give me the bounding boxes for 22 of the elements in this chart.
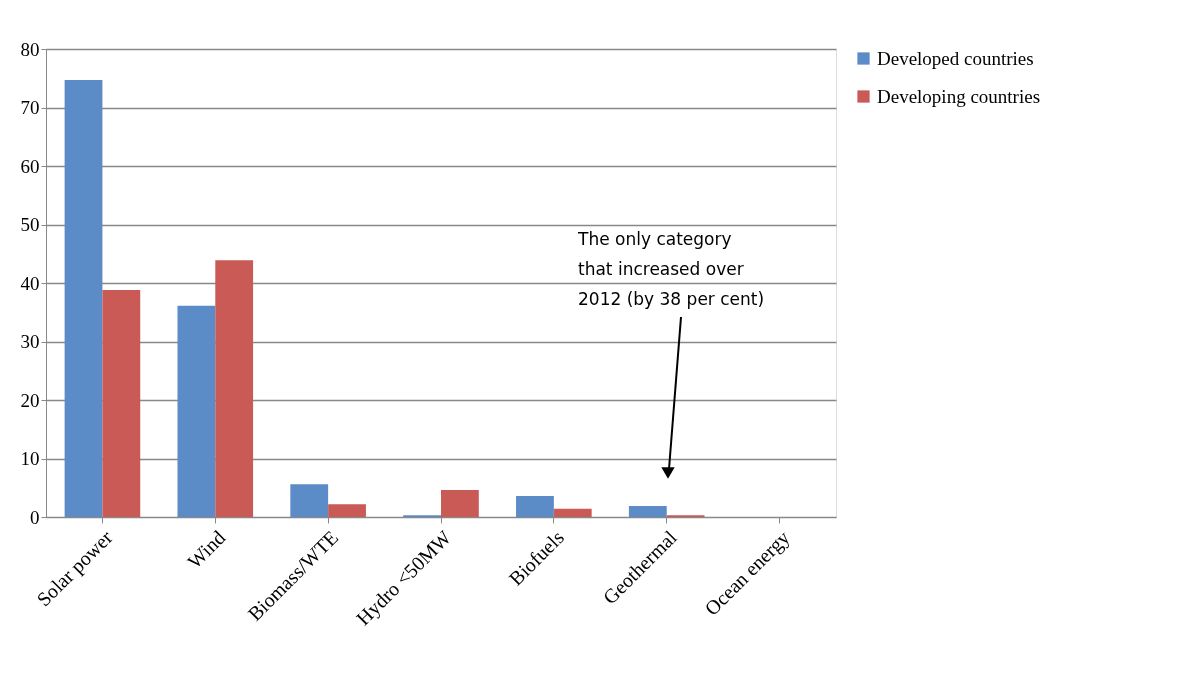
bar [102,290,141,517]
legend-label: Developing countries [877,85,1041,107]
y-tick-label: 10 [20,448,40,469]
legend-label: Developed countries [877,47,1034,69]
bar [628,505,667,517]
bar [215,260,254,517]
bar [441,490,479,517]
y-tick-label: 0 [30,506,40,528]
y-tick-label: 60 [20,155,40,177]
y-tick-label: 20 [20,389,40,411]
y-tick-label: 50 [20,214,40,235]
annotation: The only category that increased over 2012 (by 38 per cent) [577,229,765,309]
bar [177,305,216,517]
bar [553,508,592,517]
y-tick-label: 80 [20,38,40,60]
y-tick-label: 40 [20,272,40,294]
bar [328,504,366,517]
y-tick-label: 70 [20,97,40,118]
bar [290,484,329,517]
bar [516,495,554,517]
bar [64,80,103,517]
y-tick-label: 30 [20,331,40,352]
